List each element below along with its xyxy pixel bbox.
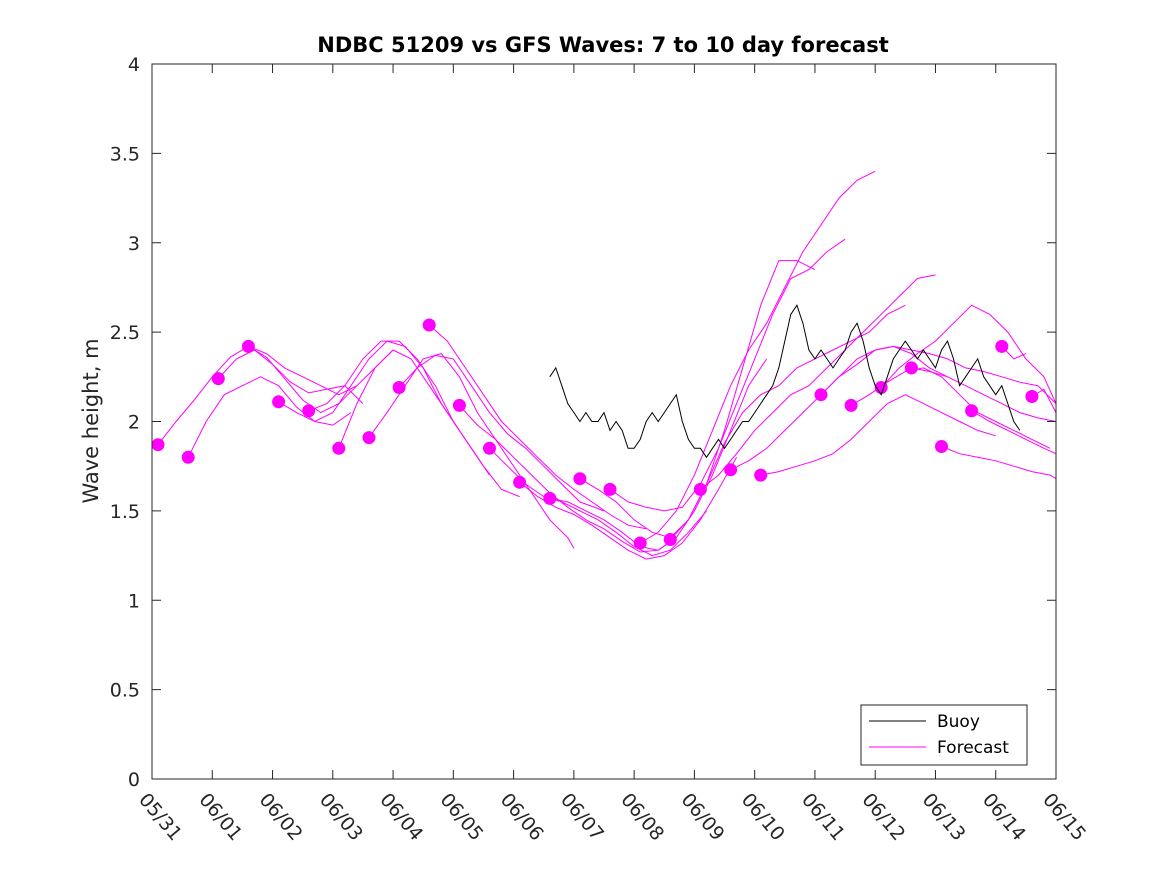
forecast-start-point	[422, 318, 436, 332]
y-tick-label: 2	[128, 412, 140, 434]
forecast-start-point	[211, 372, 225, 386]
forecast-start-point	[543, 491, 557, 505]
y-axis-label: Wave height, m	[79, 338, 103, 503]
legend: Buoy Forecast	[860, 704, 1028, 766]
axes-background	[152, 64, 1056, 779]
forecast-start-point	[181, 450, 195, 464]
forecast-start-point	[724, 463, 738, 477]
forecast-start-point	[362, 431, 376, 445]
forecast-run-line	[971, 410, 1057, 455]
forecast-run-line	[278, 340, 460, 431]
series-layer	[151, 170, 1057, 560]
forecast-run-line	[911, 367, 1057, 422]
forecast-start-point	[754, 468, 768, 482]
y-tick-label: 3	[128, 233, 140, 255]
forecast-run-line	[248, 345, 394, 396]
forecast-start-point	[904, 361, 918, 375]
y-tick-label: 3.5	[110, 143, 140, 165]
forecast-start-point	[513, 475, 527, 489]
forecast-start-point	[392, 381, 406, 394]
forecast-start-point	[1025, 390, 1039, 403]
forecast-start-point	[573, 472, 587, 486]
forecast-run-line	[700, 274, 936, 490]
forecast-run-line	[459, 405, 677, 553]
plot-area	[152, 64, 1056, 779]
forecast-start-point	[241, 339, 255, 353]
chart-title: NDBC 51209 vs GFS Waves: 7 to 10 day for…	[317, 33, 888, 57]
y-tick-label: 1	[128, 590, 140, 612]
forecast-start-point	[332, 441, 346, 455]
forecast-start-point	[452, 398, 466, 412]
forecast-start-point	[603, 482, 617, 496]
forecast-start-point	[965, 404, 979, 418]
forecast-start-point	[483, 441, 496, 455]
buoy-series-line	[549, 304, 1021, 459]
forecast-run-line	[217, 349, 364, 404]
forecast-start-point	[844, 398, 858, 412]
forecast-run-line	[428, 324, 647, 530]
forecast-start-point	[302, 404, 316, 418]
y-tick-label: 2.5	[110, 322, 140, 344]
forecast-run-line	[609, 238, 846, 512]
forecast-run-line	[549, 358, 768, 551]
y-axis: 0 0.5 1 1.5 2 2.5 3 3.5 4	[110, 54, 1056, 791]
forecast-start-point	[663, 533, 677, 546]
forecast-run-line	[398, 354, 605, 512]
legend-label-forecast: Forecast	[937, 738, 1009, 758]
y-tick-label: 0	[128, 769, 140, 791]
forecast-run-line	[338, 349, 520, 498]
forecast-run-line	[669, 304, 906, 540]
y-tick-label: 0.5	[110, 680, 140, 702]
y-tick-label: 4	[128, 54, 140, 76]
forecast-start-point	[693, 482, 707, 496]
forecast-start-point	[151, 438, 165, 452]
legend-label-buoy: Buoy	[937, 712, 980, 732]
forecast-run-line	[820, 345, 1057, 404]
forecast-run-line	[187, 376, 352, 458]
legend-box	[860, 704, 1028, 766]
forecast-start-point	[272, 395, 286, 409]
forecast-start-point	[633, 536, 647, 550]
forecast-start-point	[935, 440, 948, 453]
forecast-run-line	[941, 446, 1057, 480]
forecast-run-line	[519, 457, 738, 560]
y-tick-label: 1.5	[110, 501, 140, 523]
forecast-run-line	[639, 170, 876, 544]
forecast-start-point	[995, 339, 1009, 353]
forecast-start-point	[814, 388, 828, 402]
forecast-run-line	[760, 394, 996, 476]
forecast-run-line	[880, 304, 1057, 404]
